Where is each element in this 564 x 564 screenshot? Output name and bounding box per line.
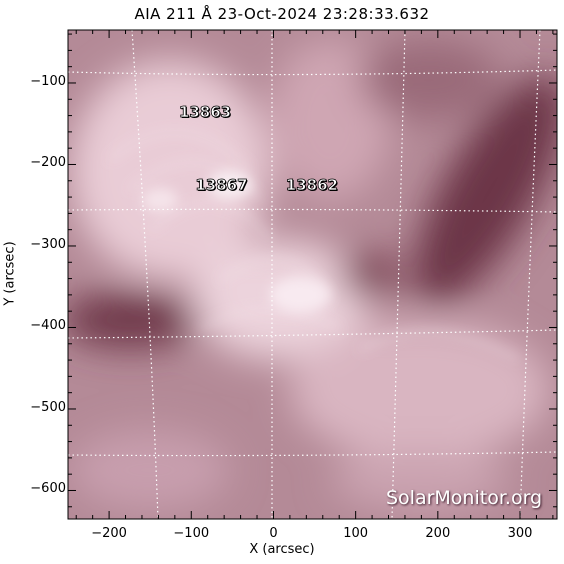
y-tick-label: −500 bbox=[30, 399, 66, 415]
active-region-label: 13862 bbox=[285, 175, 338, 194]
y-tick-label: −400 bbox=[30, 318, 66, 334]
heliographic-grid bbox=[68, 30, 557, 519]
solar-corona-image bbox=[68, 30, 557, 519]
y-tick-marks bbox=[68, 33, 557, 508]
y-tick-label: −300 bbox=[30, 236, 66, 252]
active-region-label: 13867 bbox=[195, 175, 248, 194]
y-tick-label: −100 bbox=[30, 73, 66, 89]
plot-border bbox=[67, 29, 558, 520]
x-axis-label: X (arcsec) bbox=[249, 542, 315, 557]
y-axis-label: Y (arcsec) bbox=[2, 241, 18, 306]
y-tick-label: −200 bbox=[30, 155, 66, 171]
solarmonitor-watermark: SolarMonitor.org bbox=[386, 487, 543, 509]
y-tick-label: −600 bbox=[30, 481, 66, 497]
image-title: AIA 211 Å 23-Oct-2024 23:28:33.632 bbox=[134, 5, 430, 23]
x-tick-label: 200 bbox=[425, 526, 451, 541]
x-tick-label: 100 bbox=[343, 526, 369, 541]
x-tick-label: −100 bbox=[173, 526, 210, 541]
x-tick-marks bbox=[75, 30, 554, 519]
x-tick-label: −200 bbox=[91, 526, 127, 541]
x-tick-label: 0 bbox=[269, 526, 278, 541]
x-tick-label: 300 bbox=[507, 526, 533, 541]
active-region-label: 13863 bbox=[178, 102, 232, 121]
